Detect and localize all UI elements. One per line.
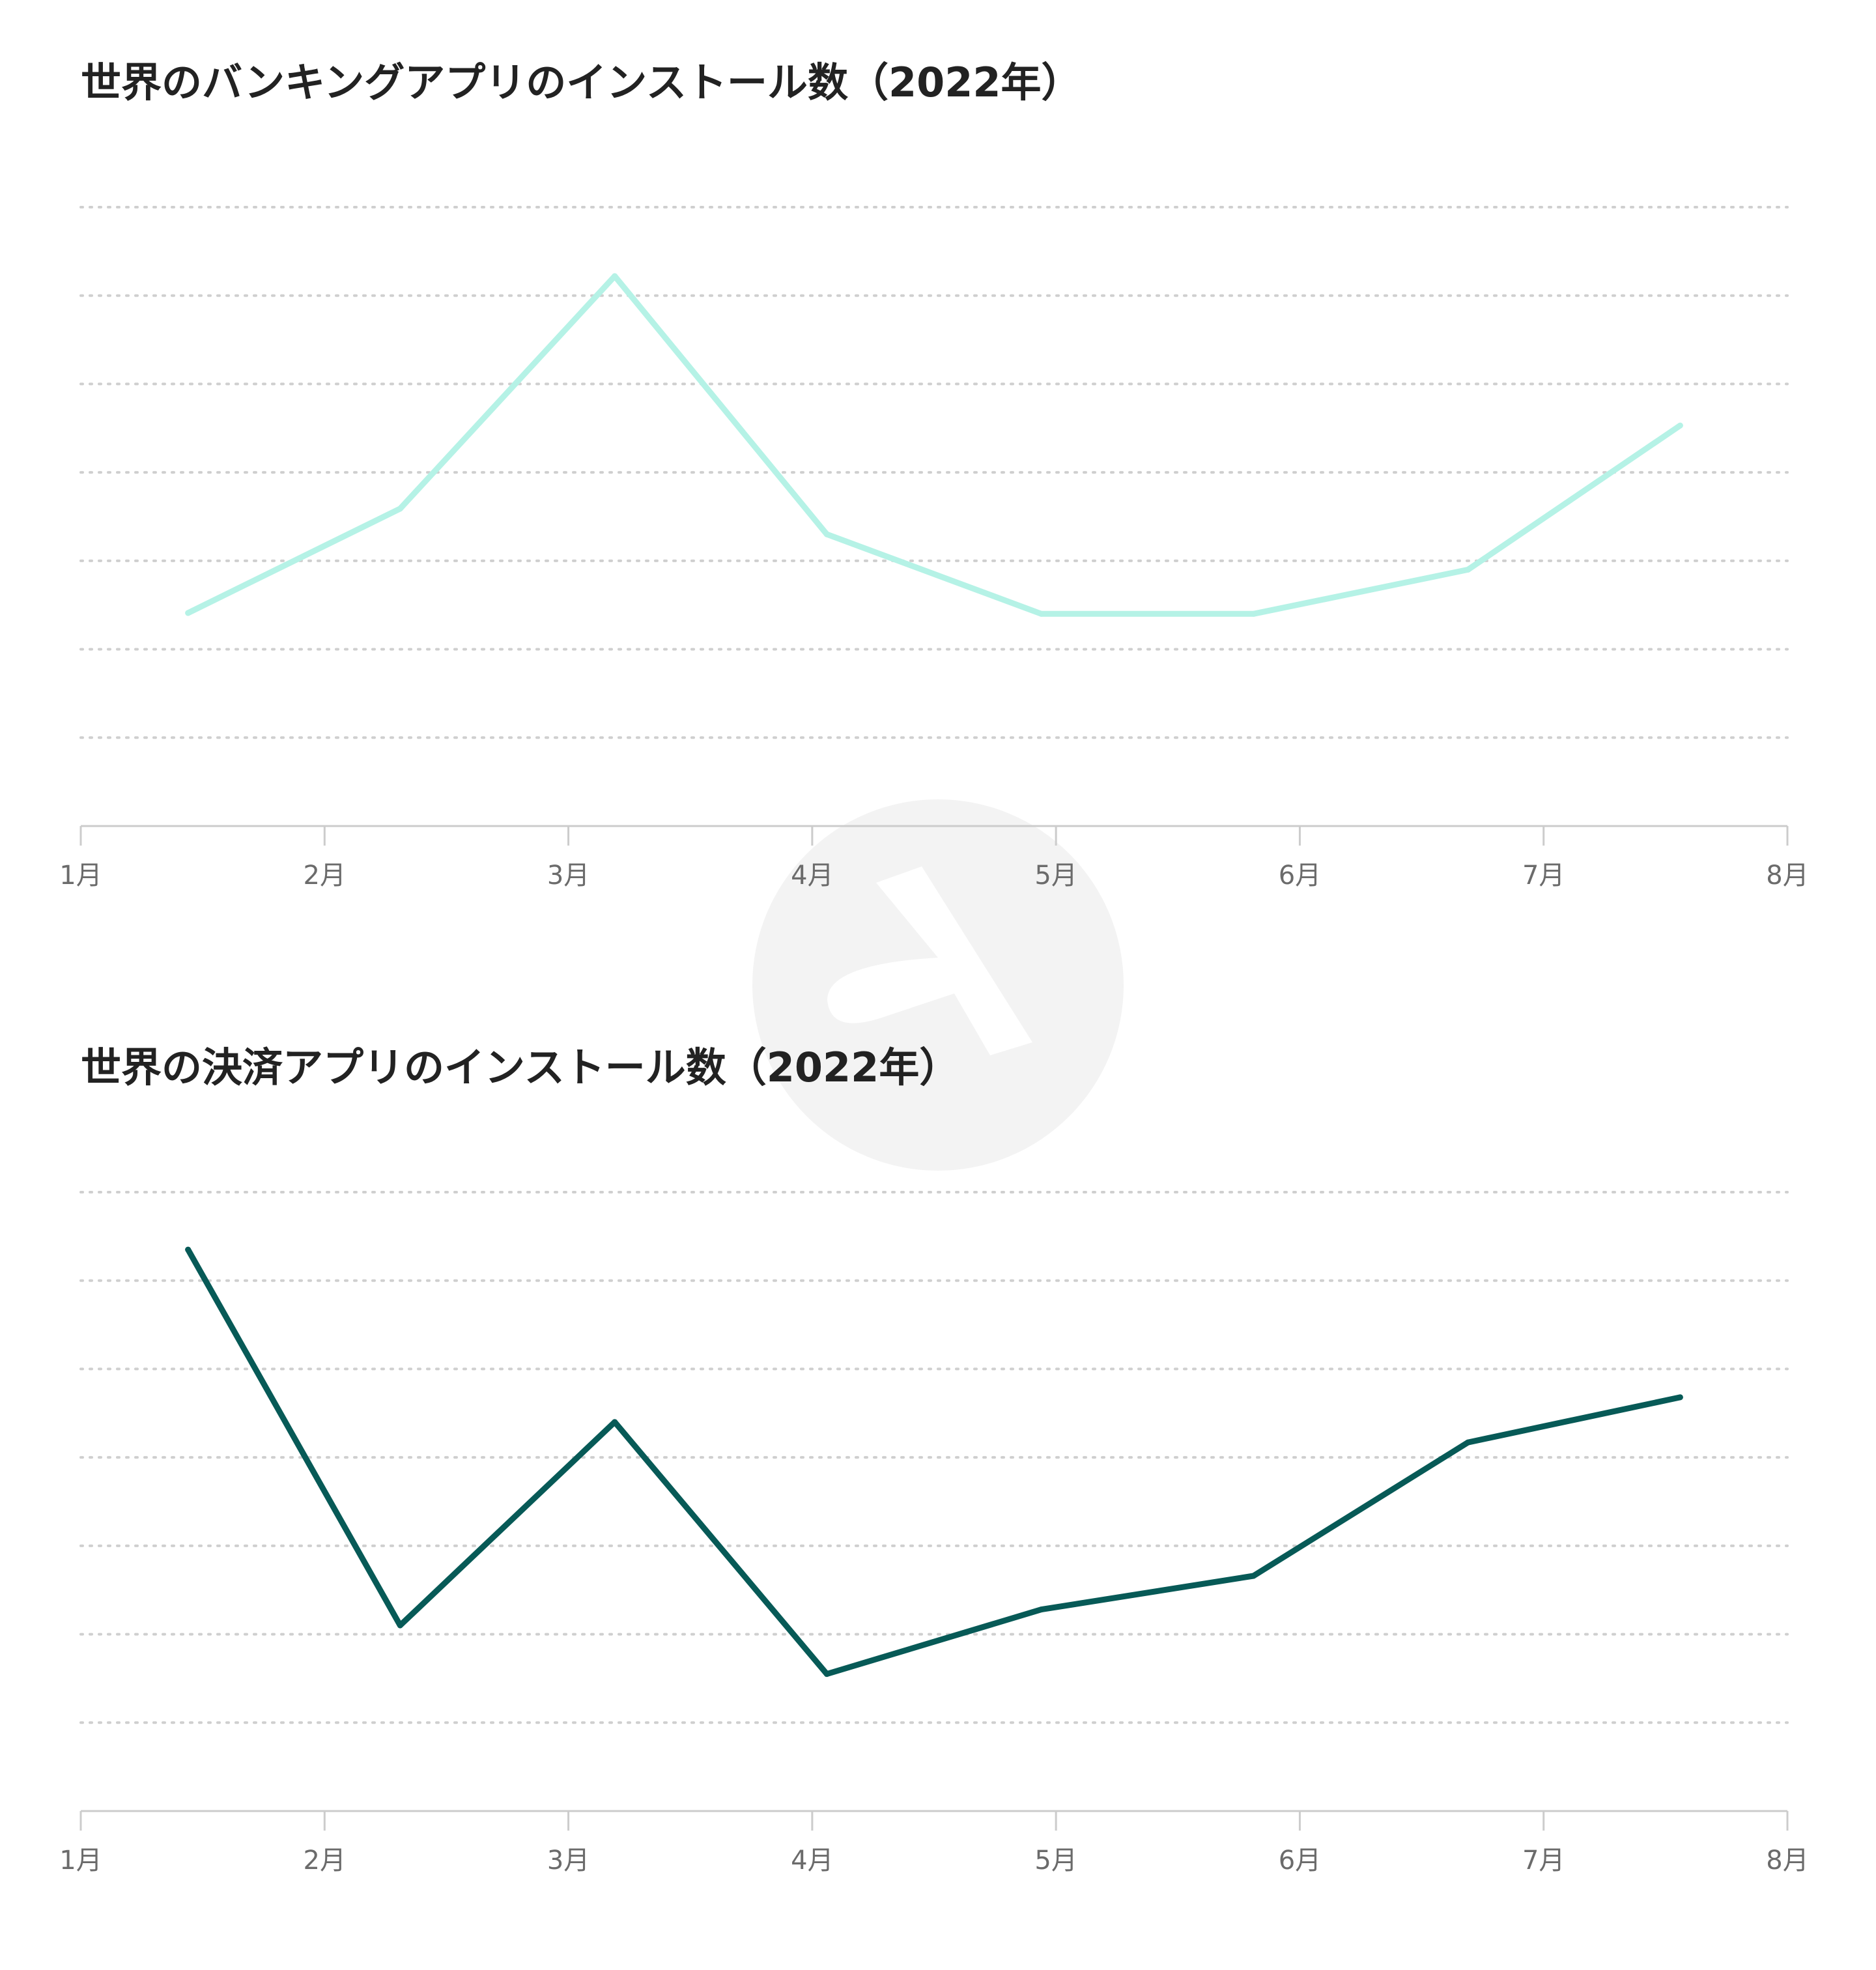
data-point: [1250, 610, 1257, 617]
x-tick-label: 4月: [791, 861, 833, 891]
x-tick-label: 1月: [59, 1846, 102, 1876]
watermark-a-shape: [827, 866, 1032, 1055]
data-point: [397, 1622, 403, 1629]
data-point: [1038, 1606, 1045, 1613]
data-point: [612, 273, 618, 279]
series-line: [185, 1246, 1683, 1677]
x-tick-label: 6月: [1279, 1846, 1321, 1876]
data-point: [1038, 610, 1045, 617]
data-point: [823, 531, 830, 537]
x-tick-label: 7月: [1522, 861, 1565, 891]
x-tick-label: 6月: [1279, 861, 1321, 891]
x-tick-label: 8月: [1766, 861, 1808, 891]
data-point: [1465, 1439, 1471, 1446]
data-point: [1250, 1573, 1257, 1579]
x-tick-label: 5月: [1034, 861, 1077, 891]
x-tick-label: 8月: [1766, 1846, 1808, 1876]
x-tick-label: 2月: [304, 861, 346, 891]
x-tick-label: 5月: [1034, 1846, 1077, 1876]
x-tick-label: 3月: [547, 1846, 590, 1876]
x-tick-label: 7月: [1522, 1846, 1565, 1876]
data-point: [612, 1419, 618, 1425]
data-point: [1677, 422, 1683, 429]
x-tick-label: 2月: [304, 1846, 346, 1876]
x-tick-label: 3月: [547, 861, 590, 891]
series-line: [185, 273, 1683, 617]
chart-title: 世界の決済アプリのインストール数（2022年）: [81, 1044, 959, 1091]
watermark-logo-icon: [752, 799, 1124, 1171]
data-point: [185, 1246, 192, 1253]
x-tick-label: 4月: [791, 1846, 833, 1876]
data-point: [397, 506, 403, 512]
payment-chart: 世界の決済アプリのインストール数（2022年） 1月 2月 3月 4月 5月 6月 7月 8月: [59, 1044, 1808, 1876]
x-tick-label: 1月: [59, 861, 102, 891]
data-point: [1465, 566, 1471, 573]
banking-chart: 世界のバンキングアプリのインストール数（2022年） 1月 2月 3月 4月 5月 6月 7月…: [59, 59, 1808, 891]
data-point: [185, 610, 192, 616]
data-point: [823, 1671, 830, 1677]
chart-title: 世界のバンキングアプリのインストール数（2022年）: [81, 59, 1082, 106]
data-point: [1677, 1394, 1683, 1401]
